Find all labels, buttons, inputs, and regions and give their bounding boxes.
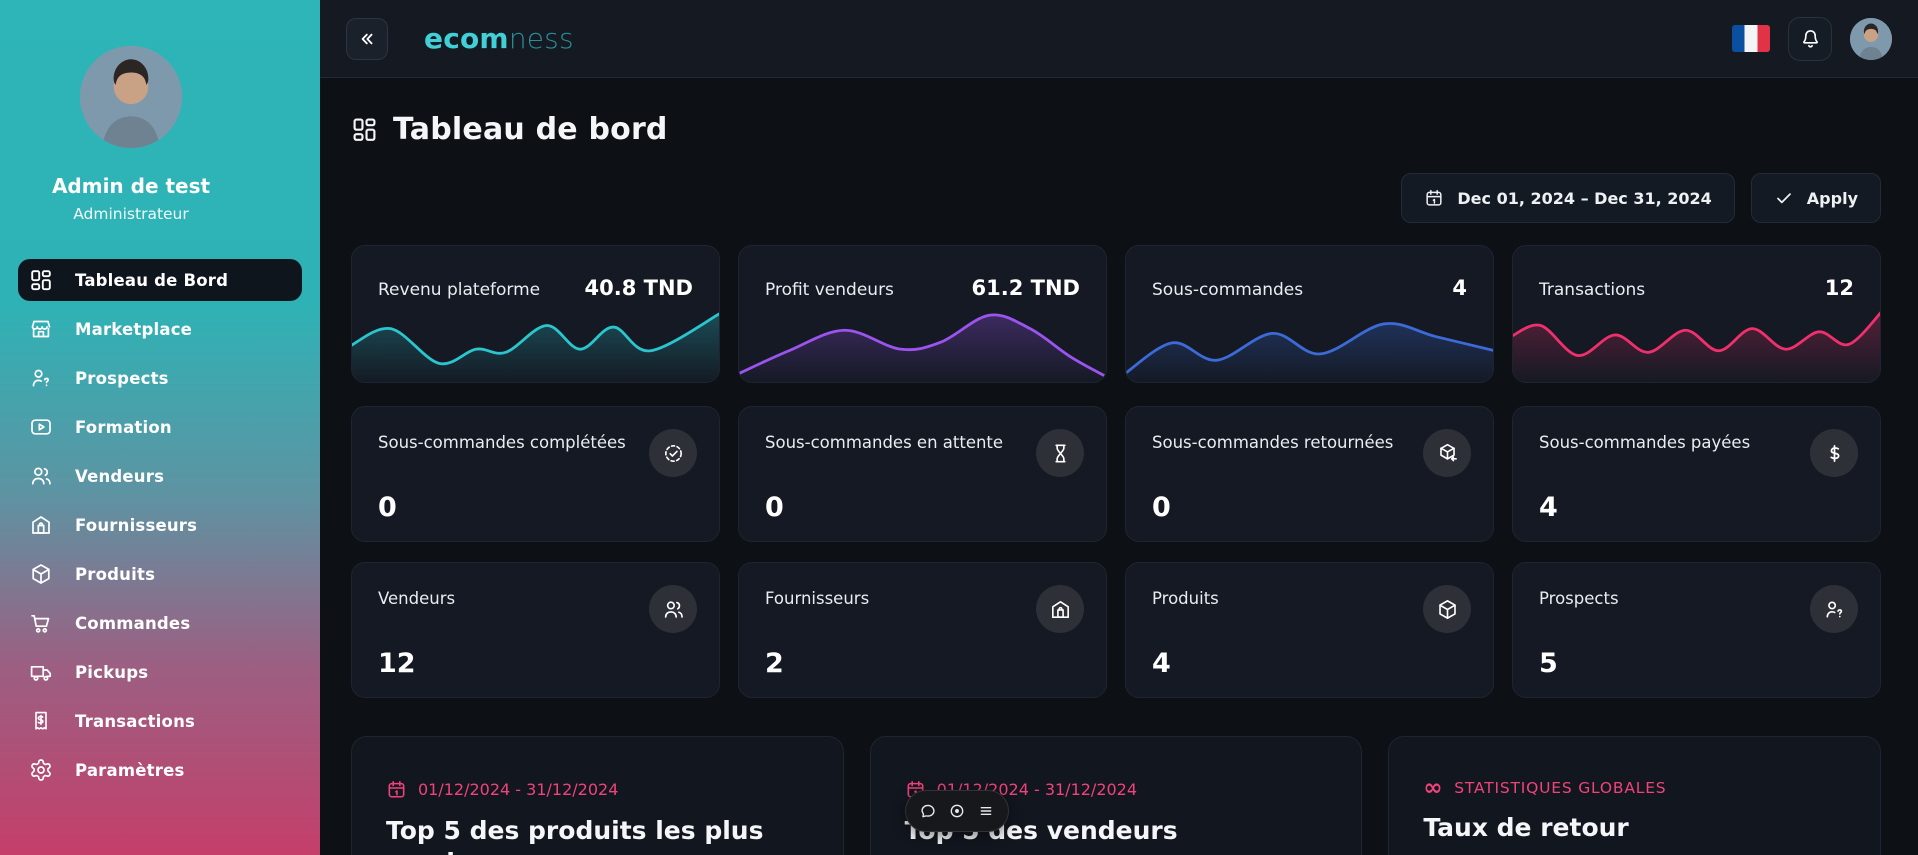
topbar: ecomness: [320, 0, 1918, 78]
card-title: Top 5 des produits les plus vendus: [386, 816, 764, 855]
dollar-icon: [1810, 429, 1858, 477]
apply-button[interactable]: Apply: [1750, 173, 1881, 223]
sidebar-item-commandes[interactable]: Commandes: [18, 602, 302, 644]
insight-cards-row: 01/12/2024 - 31/12/2024 Top 5 des produi…: [351, 736, 1881, 855]
card-kicker: ∞ STATISTIQUES GLOBALES: [1423, 775, 1667, 801]
filter-toolbar: Dec 01, 2024 – Dec 31, 2024 Apply: [351, 173, 1881, 223]
user-avatar[interactable]: [80, 46, 182, 148]
user-name: Admin de test: [51, 174, 211, 198]
notifications-button[interactable]: [1788, 16, 1832, 61]
sidebar-item-fournisseurs[interactable]: Fournisseurs: [18, 504, 302, 546]
sparkline-chart: [1126, 305, 1493, 382]
video-icon: [29, 415, 53, 439]
kpi-card-sous-commandes-en-attente: Sous-commandes en attente 0: [738, 406, 1107, 542]
language-flag-france[interactable]: [1732, 25, 1770, 52]
kpi-card-prospects: Prospects 5: [1512, 562, 1881, 698]
kpi-cards-row-2: Vendeurs 12 Fournisseurs 2 Produits 4 Pr…: [351, 562, 1881, 698]
card-date-range: 01/12/2024 - 31/12/2024: [386, 779, 809, 800]
menu-icon[interactable]: [977, 802, 995, 820]
gear-icon: [29, 758, 53, 782]
topbar-actions: [1732, 16, 1892, 61]
users-icon: [29, 464, 53, 488]
sidebar-user-block: Admin de test Administrateur: [0, 0, 262, 223]
user-question-icon: [1810, 585, 1858, 633]
receipt-icon: [29, 709, 53, 733]
stat-card-revenu-plateforme: Revenu plateforme 40.8 TND: [351, 245, 720, 383]
sparkline-chart: [739, 305, 1106, 382]
sidebar: Admin de test Administrateur Tableau de …: [0, 0, 320, 855]
record-icon[interactable]: [948, 802, 966, 820]
stat-card-profit-vendeurs: Profit vendeurs 61.2 TND: [738, 245, 1107, 383]
cart-icon: [29, 611, 53, 635]
sidebar-item-formation[interactable]: Formation: [18, 406, 302, 448]
sidebar-item-transactions[interactable]: Transactions: [18, 700, 302, 742]
bell-icon: [1799, 27, 1822, 50]
stat-card-transactions: Transactions 12: [1512, 245, 1881, 383]
user-role: Administrateur: [73, 205, 189, 223]
sidebar-item-pickups[interactable]: Pickups: [18, 651, 302, 693]
users-icon: [649, 585, 697, 633]
kpi-card-fournisseurs: Fournisseurs 2: [738, 562, 1107, 698]
sidebar-item-produits[interactable]: Produits: [18, 553, 302, 595]
stat-cards-row: Revenu plateforme 40.8 TND Profit vendeu…: [351, 245, 1881, 383]
sidebar-item-prospects[interactable]: Prospects: [18, 357, 302, 399]
kpi-card-sous-commandes-completees: Sous-commandes complétées 0: [351, 406, 720, 542]
kpi-card-produits: Produits 4: [1125, 562, 1494, 698]
sparkline-chart: [352, 305, 719, 382]
kpi-card-sous-commandes-retournees: Sous-commandes retournées 0: [1125, 406, 1494, 542]
sidebar-item-tableau-de-bord[interactable]: Tableau de Bord: [18, 259, 302, 301]
floating-overlay-toolbar[interactable]: [905, 790, 1009, 832]
dashboard-icon: [29, 268, 53, 292]
dashboard-icon: [351, 116, 378, 143]
card-title: Taux de retour: [1423, 813, 1629, 842]
date-range-value: Dec 01, 2024 – Dec 31, 2024: [1457, 188, 1712, 208]
date-range-picker[interactable]: Dec 01, 2024 – Dec 31, 2024: [1401, 173, 1735, 223]
insight-card-taux-de-retour: ∞ STATISTIQUES GLOBALES Taux de retour C…: [1388, 736, 1881, 855]
kpi-card-vendeurs: Vendeurs 12: [351, 562, 720, 698]
box-return-icon: [1423, 429, 1471, 477]
stat-card-sous-commandes: Sous-commandes 4: [1125, 245, 1494, 383]
sidebar-item-parametres[interactable]: Paramètres: [18, 749, 302, 791]
calendar-icon: [1424, 188, 1444, 208]
kpi-cards-row-1: Sous-commandes complétées 0 Sous-command…: [351, 406, 1881, 542]
check-icon: [1774, 188, 1794, 208]
storefront-icon: [29, 317, 53, 341]
main-content: Tableau de bord Dec 01, 2024 – Dec 31, 2…: [320, 78, 1918, 855]
sidebar-collapse-button[interactable]: [346, 17, 388, 60]
sidebar-nav: Tableau de Bord Marketplace Prospects Fo…: [0, 259, 320, 791]
page-header: Tableau de bord: [351, 112, 1881, 147]
truck-icon: [29, 660, 53, 684]
user-question-icon: [29, 366, 53, 390]
kpi-card-sous-commandes-payees: Sous-commandes payées 4: [1512, 406, 1881, 542]
box-icon: [1423, 585, 1471, 633]
sidebar-item-marketplace[interactable]: Marketplace: [18, 308, 302, 350]
box-icon: [29, 562, 53, 586]
sidebar-item-vendeurs[interactable]: Vendeurs: [18, 455, 302, 497]
calendar-icon: [386, 779, 407, 800]
profile-avatar[interactable]: [1850, 17, 1892, 60]
warehouse-icon: [1036, 585, 1084, 633]
sparkline-chart: [1513, 305, 1880, 382]
chevrons-left-icon: [356, 28, 378, 50]
check-circle-dashed-icon: [649, 429, 697, 477]
warehouse-icon: [29, 513, 53, 537]
insight-card-top-produits: 01/12/2024 - 31/12/2024 Top 5 des produi…: [351, 736, 844, 855]
hourglass-icon: [1036, 429, 1084, 477]
app-logo[interactable]: ecomness: [424, 22, 574, 55]
chat-bubble-icon[interactable]: [919, 802, 937, 820]
page-title: Tableau de bord: [393, 112, 668, 147]
